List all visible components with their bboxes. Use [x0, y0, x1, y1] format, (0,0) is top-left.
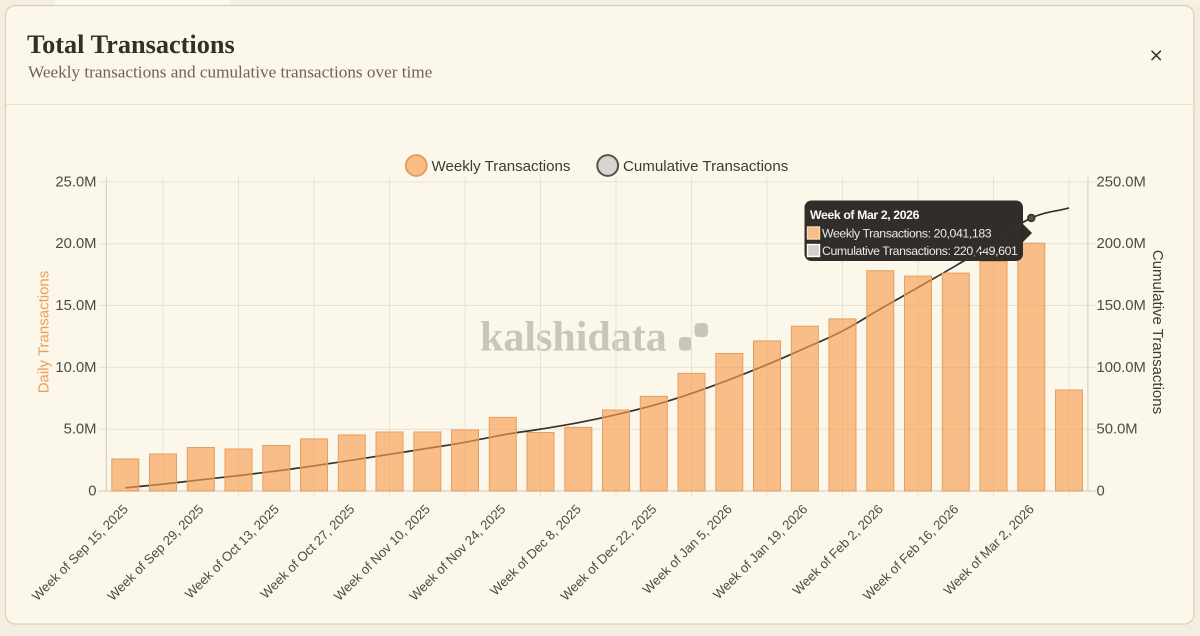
svg-text:Cumulative Transactions: Cumulative Transactions — [1149, 250, 1166, 414]
svg-text:200.0M: 200.0M — [1097, 236, 1146, 252]
svg-text:50.0M: 50.0M — [1097, 422, 1138, 438]
svg-text:Daily Transactions: Daily Transactions — [36, 271, 53, 394]
svg-text:25.0M: 25.0M — [55, 174, 96, 190]
svg-text:Week of Mar 2, 2026: Week of Mar 2, 2026 — [810, 208, 920, 222]
svg-text:100.0M: 100.0M — [1097, 360, 1146, 376]
svg-text:0: 0 — [1097, 484, 1105, 500]
svg-text:250.0M: 250.0M — [1097, 174, 1146, 190]
svg-text:Weekly transactions and cumula: Weekly transactions and cumulative trans… — [28, 63, 433, 82]
svg-text:Weekly Transactions: 20,041,18: Weekly Transactions: 20,041,183 — [822, 227, 992, 241]
svg-text:10.0M: 10.0M — [55, 360, 96, 376]
svg-text:0: 0 — [88, 484, 96, 500]
svg-text:20.0M: 20.0M — [55, 236, 96, 252]
svg-text:Total Transactions: Total Transactions — [27, 30, 235, 59]
svg-text:15.0M: 15.0M — [55, 298, 96, 314]
svg-text:kalshidata: kalshidata — [480, 315, 667, 361]
svg-text:5.0M: 5.0M — [64, 422, 97, 438]
svg-text:Cumulative Transactions: Cumulative Transactions — [623, 158, 788, 175]
svg-text:Cumulative Transactions: 220,4: Cumulative Transactions: 220,449,601 — [822, 244, 1018, 258]
svg-text:Weekly Transactions: Weekly Transactions — [432, 158, 571, 175]
svg-text:150.0M: 150.0M — [1097, 298, 1146, 314]
